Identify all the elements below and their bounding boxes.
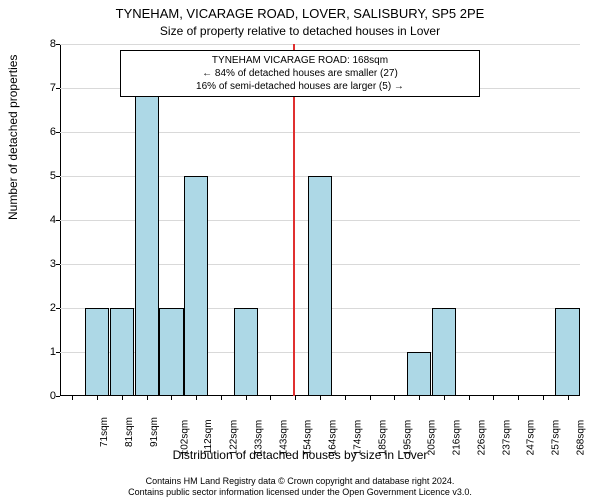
x-tick-label: 237sqm bbox=[501, 420, 512, 456]
bar bbox=[407, 352, 431, 396]
x-tick-label: 81sqm bbox=[124, 417, 135, 447]
x-tick-label: 185sqm bbox=[377, 420, 388, 456]
y-tick bbox=[56, 264, 60, 265]
x-tick bbox=[72, 396, 73, 400]
footer-line-2: Contains public sector information licen… bbox=[0, 487, 600, 498]
x-tick bbox=[370, 396, 371, 400]
x-tick-label: 133sqm bbox=[254, 420, 265, 456]
x-tick bbox=[543, 396, 544, 400]
y-tick-label: 2 bbox=[40, 302, 56, 314]
y-tick bbox=[56, 132, 60, 133]
x-tick bbox=[246, 396, 247, 400]
x-tick bbox=[147, 396, 148, 400]
chart-subtitle: Size of property relative to detached ho… bbox=[0, 24, 600, 38]
x-tick bbox=[568, 396, 569, 400]
x-tick bbox=[419, 396, 420, 400]
y-tick bbox=[56, 220, 60, 221]
footer: Contains HM Land Registry data © Crown c… bbox=[0, 476, 600, 498]
x-tick bbox=[518, 396, 519, 400]
gridline bbox=[60, 44, 580, 45]
bar bbox=[432, 308, 456, 396]
info-box: TYNEHAM VICARAGE ROAD: 168sqm ← 84% of d… bbox=[120, 50, 480, 97]
x-tick-label: 226sqm bbox=[476, 420, 487, 456]
y-tick bbox=[56, 44, 60, 45]
y-tick bbox=[56, 176, 60, 177]
bar bbox=[234, 308, 258, 396]
x-tick bbox=[493, 396, 494, 400]
x-tick-label: 154sqm bbox=[303, 420, 314, 456]
x-tick-label: 257sqm bbox=[551, 420, 562, 456]
y-tick-label: 5 bbox=[40, 170, 56, 182]
footer-line-1: Contains HM Land Registry data © Crown c… bbox=[0, 476, 600, 487]
y-tick bbox=[56, 308, 60, 309]
bar bbox=[110, 308, 134, 396]
y-tick-label: 6 bbox=[40, 126, 56, 138]
info-line-3: 16% of semi-detached houses are larger (… bbox=[127, 80, 473, 93]
x-tick bbox=[444, 396, 445, 400]
bar bbox=[135, 88, 159, 396]
info-line-2: ← 84% of detached houses are smaller (27… bbox=[127, 67, 473, 80]
x-tick bbox=[469, 396, 470, 400]
x-tick bbox=[122, 396, 123, 400]
y-tick-label: 3 bbox=[40, 258, 56, 270]
x-tick bbox=[394, 396, 395, 400]
y-tick bbox=[56, 352, 60, 353]
x-tick-label: 143sqm bbox=[278, 420, 289, 456]
x-tick-label: 174sqm bbox=[353, 420, 364, 456]
x-tick bbox=[196, 396, 197, 400]
y-tick bbox=[56, 396, 60, 397]
x-tick bbox=[345, 396, 346, 400]
x-tick-label: 122sqm bbox=[229, 420, 240, 456]
chart-container: TYNEHAM, VICARAGE ROAD, LOVER, SALISBURY… bbox=[0, 0, 600, 500]
bar bbox=[555, 308, 579, 396]
x-tick bbox=[320, 396, 321, 400]
chart-title: TYNEHAM, VICARAGE ROAD, LOVER, SALISBURY… bbox=[0, 6, 600, 21]
y-tick-label: 8 bbox=[40, 38, 56, 50]
bar bbox=[184, 176, 208, 396]
x-tick-label: 195sqm bbox=[402, 420, 413, 456]
x-tick-label: 71sqm bbox=[99, 417, 110, 447]
x-tick-label: 247sqm bbox=[526, 420, 537, 456]
bar bbox=[308, 176, 332, 396]
y-tick-label: 1 bbox=[40, 346, 56, 358]
y-axis-label: Number of detached properties bbox=[6, 55, 20, 220]
x-tick-label: 164sqm bbox=[328, 420, 339, 456]
bar bbox=[159, 308, 183, 396]
x-tick-label: 112sqm bbox=[203, 419, 214, 454]
x-tick-label: 268sqm bbox=[575, 420, 586, 456]
x-tick-label: 91sqm bbox=[149, 417, 160, 447]
x-tick bbox=[221, 396, 222, 400]
y-tick-label: 7 bbox=[40, 82, 56, 94]
y-tick-label: 0 bbox=[40, 390, 56, 402]
x-tick bbox=[97, 396, 98, 400]
x-tick bbox=[295, 396, 296, 400]
x-tick-label: 205sqm bbox=[427, 420, 438, 456]
x-tick-label: 216sqm bbox=[452, 420, 463, 456]
x-tick bbox=[171, 396, 172, 400]
y-tick-label: 4 bbox=[40, 214, 56, 226]
y-tick bbox=[56, 88, 60, 89]
x-tick-label: 102sqm bbox=[179, 420, 190, 456]
info-line-1: TYNEHAM VICARAGE ROAD: 168sqm bbox=[127, 54, 473, 67]
x-tick bbox=[270, 396, 271, 400]
bar bbox=[85, 308, 109, 396]
